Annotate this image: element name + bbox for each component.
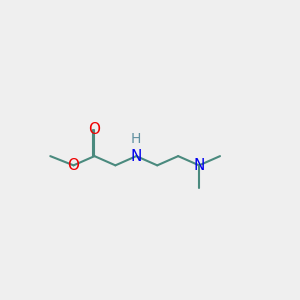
Text: O: O (68, 158, 80, 173)
Text: H: H (131, 132, 142, 146)
Text: O: O (88, 122, 101, 137)
Text: N: N (194, 158, 205, 173)
Text: N: N (130, 148, 142, 164)
